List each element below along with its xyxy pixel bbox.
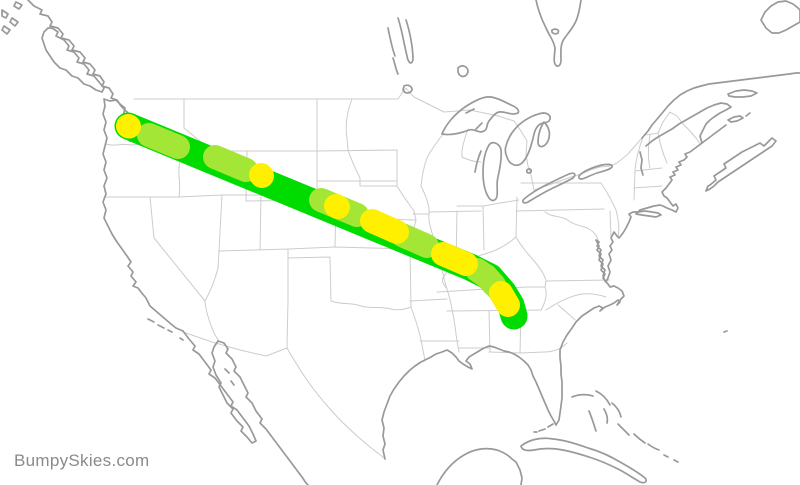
site-watermark: BumpySkies.com xyxy=(14,451,150,470)
turbulence-route-layer xyxy=(114,112,528,330)
turbulence-segment-light_moderate xyxy=(116,114,141,139)
turbulence-segment-light_moderate xyxy=(431,242,478,276)
turbulence-segment-light xyxy=(137,123,190,159)
turbulence-segment-light_moderate xyxy=(489,281,520,317)
turbulence-segment-light xyxy=(465,258,506,297)
turbulence-segment-light_moderate xyxy=(324,194,350,219)
turbulence-segment-light_moderate xyxy=(249,163,274,188)
turbulence-segment-light xyxy=(203,145,258,182)
state-borders-layer xyxy=(103,87,702,460)
turbulence-segment-light_moderate xyxy=(360,209,409,244)
